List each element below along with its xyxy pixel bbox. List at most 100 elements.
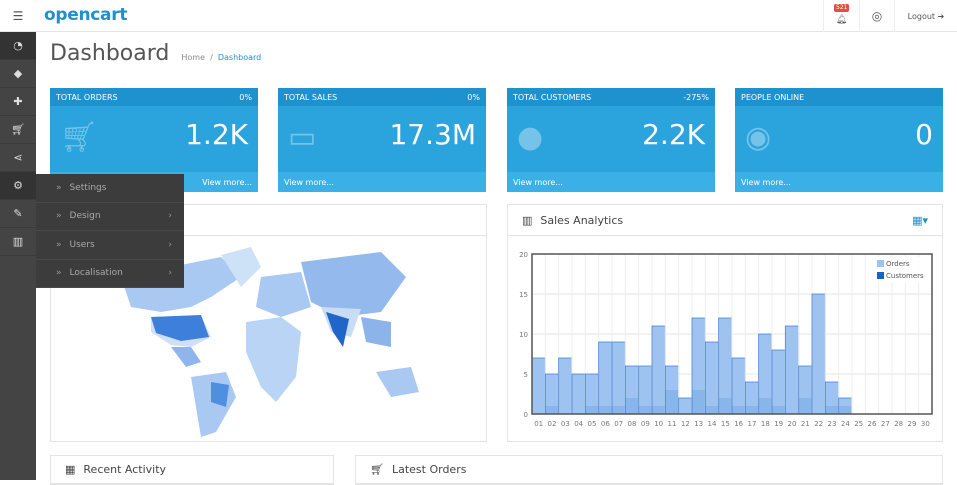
chevron-right-icon: ›	[168, 211, 172, 222]
sidebar-item-dashboard[interactable]: ◔	[0, 32, 36, 60]
x-tick-label: 24	[841, 420, 850, 428]
customers-bar	[838, 406, 852, 414]
customers-bar	[585, 406, 599, 414]
customers-bar	[612, 406, 626, 414]
notification-badge: 521	[834, 4, 850, 12]
notifications-button[interactable]: 521 🔔︎	[823, 0, 859, 32]
bar-chart-icon: ▥	[522, 213, 533, 227]
tile-change: -275%	[683, 92, 709, 102]
logout-button[interactable]: Logout ➜	[894, 0, 957, 32]
y-tick-label: 0	[524, 411, 528, 419]
orders-panel-title: Latest Orders	[391, 463, 467, 476]
x-tick-label: 20	[788, 420, 797, 428]
menu-item-users[interactable]: » Users ›	[36, 231, 184, 260]
customers-bar	[598, 406, 612, 414]
tags-icon: ◆	[13, 67, 23, 80]
tile-value: 0	[915, 118, 933, 151]
x-tick-label: 05	[588, 420, 597, 428]
x-tick-label: 07	[614, 420, 623, 428]
customers-bar	[825, 406, 839, 414]
orders-bar	[811, 293, 826, 415]
menu-item-label: Localisation	[69, 268, 123, 279]
orders-bar	[651, 325, 666, 415]
orders-bar	[704, 341, 720, 415]
x-tick-label: 29	[908, 420, 917, 428]
tile-value: 17.3M	[389, 118, 476, 151]
x-tick-label: 01	[534, 420, 543, 428]
orders-bar	[531, 357, 546, 415]
plot-border	[531, 253, 933, 415]
x-tick-label: 26	[868, 420, 877, 428]
shopping-cart-icon: 🛒︎	[370, 463, 384, 476]
puzzle-icon: ✚	[13, 95, 23, 108]
sales-panel-header: ▥ Sales Analytics ▦▾	[508, 205, 942, 236]
orders-bar	[731, 357, 746, 415]
x-tick-label: 14	[708, 420, 717, 428]
sidebar-item-puzzle[interactable]: ✚	[0, 88, 36, 116]
orders-bar	[598, 341, 613, 415]
sidebar-item-wrench[interactable]: ✎	[0, 200, 36, 228]
y-tick-label: 20	[519, 251, 528, 259]
x-tick-label: 27	[881, 420, 890, 428]
chevron-right-icon: ›	[168, 268, 172, 279]
breadcrumb-current[interactable]: Dashboard	[217, 53, 262, 62]
breadcrumb: Home / Dashboard	[181, 53, 262, 62]
latest-orders-panel: 🛒︎ Latest Orders	[355, 455, 943, 485]
menu-item-label: Settings	[69, 182, 107, 193]
logout-label: Logout	[907, 11, 936, 21]
bar-chart-icon: ▥	[12, 235, 24, 248]
breadcrumb-home[interactable]: Home	[181, 53, 205, 62]
double-chevron-icon: »	[56, 239, 62, 250]
x-tick-label: 10	[654, 420, 663, 428]
sidebar-item-shopping-cart[interactable]: 🛒︎	[0, 116, 36, 144]
calendar-dropdown-icon[interactable]: ▦▾	[912, 213, 928, 227]
menu-item-localisation[interactable]: » Localisation ›	[36, 260, 184, 288]
eye-icon: ◉	[745, 120, 772, 155]
dashboard-icon: ◔	[13, 39, 23, 52]
customers-bar	[652, 406, 666, 414]
menu-item-settings[interactable]: » Settings	[36, 174, 184, 203]
customers-bar	[772, 406, 786, 414]
shopping-cart-icon: 🛒︎	[60, 120, 99, 155]
tile-title: TOTAL ORDERS	[56, 92, 118, 102]
menu-item-design[interactable]: » Design ›	[36, 203, 184, 231]
tile-total-sales: TOTAL SALES 0% ▭ 17.3M View more...	[278, 88, 486, 192]
settings-flyout-menu: » Settings » Design › » Users › » Localisation ›	[36, 174, 184, 288]
sign-out-icon: ➜	[937, 11, 945, 21]
x-tick-label: 30	[921, 420, 930, 428]
x-tick-label: 08	[628, 420, 637, 428]
life-ring-icon: ◎	[871, 9, 883, 23]
x-tick-label: 15	[721, 420, 730, 428]
y-tick-label: 5	[524, 371, 528, 379]
tile-title: PEOPLE ONLINE	[741, 92, 805, 102]
tile-title: TOTAL SALES	[284, 92, 338, 102]
page-title: Dashboard	[50, 41, 170, 66]
view-more-link[interactable]: View more...	[741, 177, 791, 187]
x-tick-label: 19	[774, 420, 783, 428]
legend-label: Customers	[886, 272, 924, 280]
logo[interactable]: opencart	[44, 5, 128, 25]
legend-swatch	[877, 260, 884, 267]
x-tick-label: 22	[814, 420, 823, 428]
legend-swatch	[877, 272, 884, 279]
user-icon: ●	[517, 120, 544, 155]
activity-panel-title: Recent Activity	[83, 463, 167, 476]
customers-bar	[638, 406, 652, 414]
view-more-link[interactable]: View more...	[513, 177, 563, 187]
sidebar-item-tags[interactable]: ◆	[0, 60, 36, 88]
orders-bar	[678, 397, 693, 415]
help-button[interactable]: ◎	[859, 0, 894, 32]
double-chevron-icon: »	[56, 268, 62, 279]
sidebar-item-share[interactable]: ⋖	[0, 144, 36, 172]
view-more-link[interactable]: View more...	[284, 177, 334, 187]
customers-bar	[705, 406, 719, 414]
customers-bar	[625, 398, 639, 414]
chevron-right-icon: ›	[168, 239, 172, 250]
credit-card-icon: ▭	[288, 120, 317, 155]
tile-total-customers: TOTAL CUSTOMERS -275% ● 2.2K View more...	[507, 88, 715, 192]
sidebar-item-bar-chart[interactable]: ▥	[0, 228, 36, 256]
view-more-link[interactable]: View more...	[202, 177, 252, 187]
sidebar-item-gear[interactable]: ⚙	[0, 172, 36, 200]
menu-toggle-icon[interactable]: ☰	[12, 9, 24, 23]
